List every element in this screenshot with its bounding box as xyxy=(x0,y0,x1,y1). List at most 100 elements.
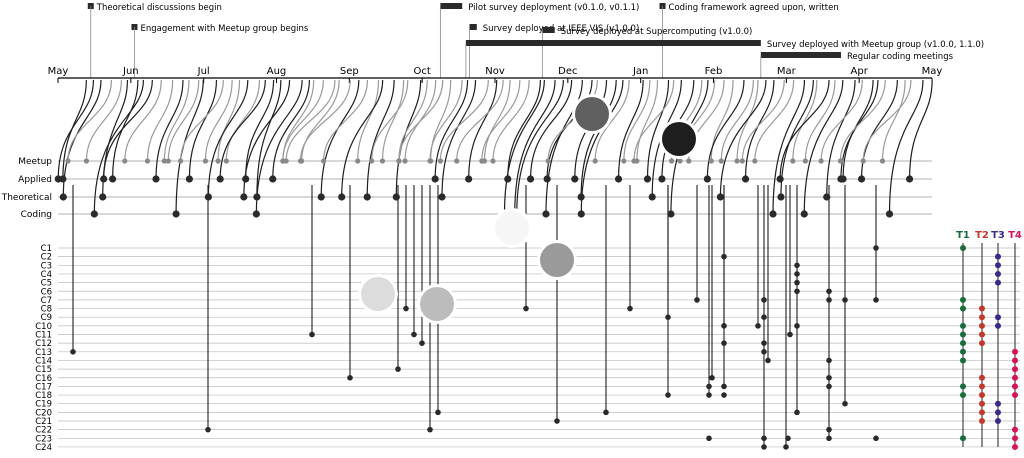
connection-curve xyxy=(256,79,282,198)
connection-curve xyxy=(398,79,444,162)
blur-blob xyxy=(420,287,454,321)
connection-curve xyxy=(67,79,113,162)
connection-curve xyxy=(636,79,659,162)
theme-dot xyxy=(979,418,985,424)
row-dot xyxy=(438,193,446,201)
row-dot xyxy=(223,158,229,164)
row-dot xyxy=(379,158,386,164)
connection-curve xyxy=(483,79,511,162)
code-dot xyxy=(826,297,832,303)
row-dot xyxy=(802,158,808,164)
connection-curve xyxy=(217,79,241,162)
row-dot xyxy=(269,175,277,183)
connection-curve xyxy=(492,79,530,162)
theme-dot xyxy=(1012,435,1018,442)
code-dot xyxy=(873,245,879,251)
connection-curve xyxy=(706,79,745,180)
theme-dot xyxy=(979,331,985,338)
connection-curve xyxy=(456,79,504,162)
code-dot xyxy=(721,253,727,260)
connection-curve xyxy=(163,79,190,162)
theme-label: T2 xyxy=(975,230,989,241)
code-row-label: C19 xyxy=(35,400,52,410)
event-label: Regular coding meetings xyxy=(847,52,954,62)
code-dot xyxy=(709,374,715,381)
row-dot xyxy=(658,175,666,183)
connection-curve xyxy=(860,79,898,180)
connection-curve xyxy=(146,79,174,162)
source-row-label: Coding xyxy=(21,210,52,220)
theme-dot xyxy=(995,418,1001,424)
code-dot xyxy=(706,383,712,390)
row-dot xyxy=(776,175,784,183)
code-row-label: C17 xyxy=(35,382,52,392)
event-annotations: Theoretical discussions begin Engagement … xyxy=(87,3,984,78)
theme-columns: T1 T2 T3 T4 xyxy=(956,230,1022,450)
theme-dot xyxy=(960,245,966,251)
row-dot xyxy=(752,158,758,164)
code-dot xyxy=(794,323,800,329)
code-dot xyxy=(395,366,401,372)
connection-curve xyxy=(545,79,583,215)
connection-curve xyxy=(547,79,598,162)
code-dot xyxy=(761,435,767,442)
event-bar xyxy=(760,52,841,58)
row-dot xyxy=(161,158,167,164)
row-dot xyxy=(592,158,598,164)
row-dot xyxy=(643,175,652,183)
code-row-label: C4 xyxy=(41,270,52,280)
code-dot xyxy=(842,297,848,303)
connection-curve xyxy=(124,79,162,162)
row-dot xyxy=(100,175,108,183)
connection-curve xyxy=(772,79,806,215)
row-dot xyxy=(905,175,914,183)
connection-curve xyxy=(57,79,95,180)
row-dot xyxy=(202,158,209,164)
event-label: Engagement with Meetup group begins xyxy=(140,24,308,34)
theme-dot xyxy=(1012,366,1018,373)
row-dot xyxy=(577,210,585,218)
row-dot xyxy=(185,175,193,183)
theme-dot xyxy=(979,374,985,381)
connection-curve xyxy=(167,79,200,162)
connection-curve xyxy=(623,79,651,162)
row-dot xyxy=(240,193,248,201)
connection-curve xyxy=(826,79,856,198)
connection-curve xyxy=(341,79,384,198)
code-row-label: C21 xyxy=(35,417,52,427)
row-dot xyxy=(283,158,289,164)
row-dot xyxy=(769,210,777,218)
row-dot xyxy=(252,210,260,218)
code-dot xyxy=(873,435,879,442)
code-row-label: C14 xyxy=(35,356,52,366)
code-row-label: C15 xyxy=(35,365,52,375)
theme-dot xyxy=(979,400,985,407)
month-label: Mar xyxy=(777,66,797,77)
connection-curve xyxy=(888,79,924,215)
code-dot xyxy=(721,323,727,329)
row-dot xyxy=(741,175,750,183)
code-dot xyxy=(755,323,761,329)
row-dot xyxy=(677,158,683,164)
code-dot xyxy=(826,357,832,364)
theme-dot xyxy=(995,279,1001,286)
row-dot xyxy=(879,158,886,164)
row-dot xyxy=(108,175,117,183)
connection-curve xyxy=(503,79,545,215)
connection-curve xyxy=(754,79,795,162)
row-dot xyxy=(54,175,62,183)
connection-curve xyxy=(736,79,759,162)
row-dot xyxy=(857,175,866,183)
code-dot xyxy=(765,357,771,364)
row-dot xyxy=(396,158,402,164)
theme-dot xyxy=(960,435,966,442)
row-dot xyxy=(543,175,551,183)
theme-dot xyxy=(1012,374,1018,381)
code-dot xyxy=(761,349,767,355)
month-label: Sep xyxy=(340,66,359,77)
theme-dot xyxy=(995,314,1001,321)
row-dot xyxy=(577,193,585,201)
theme-dot xyxy=(995,322,1001,329)
theme-dot xyxy=(1012,348,1018,355)
